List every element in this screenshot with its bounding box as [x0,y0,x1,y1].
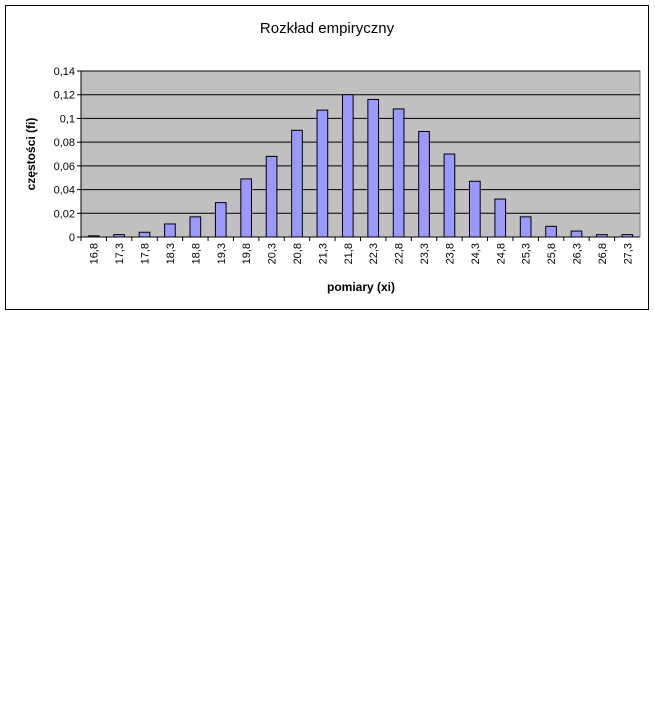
x-tick-label: 26,3 [571,243,583,264]
x-tick-label: 16,8 [89,243,101,264]
chart-svg: Rozkład empiryczny 00,020,040,060,080,10… [24,20,641,294]
bar-26,3 [570,230,583,238]
x-tick-label: 18,8 [190,243,202,264]
chart-title: Rozkład empiryczny [260,20,395,37]
x-tick-label: 20,3 [267,243,279,264]
bar-21,8 [341,94,354,238]
bar-18,3 [164,223,176,238]
y-tick-label: 0,04 [54,185,75,197]
y-tick-label: 0,12 [54,90,75,102]
x-tick-label: 21,8 [343,243,355,264]
x-tick-label: 24,3 [470,243,482,264]
x-tick-label: 19,8 [241,243,253,264]
plot-area [80,70,641,238]
bar-23,8 [443,153,456,238]
bar-20,8 [291,129,303,238]
x-tick-label: 22,8 [394,243,406,264]
x-tick-label: 18,3 [165,243,177,264]
bar-23,3 [418,130,430,238]
x-tick-label: 23,3 [419,243,431,264]
x-tick-label: 17,3 [114,243,126,264]
x-tick-label: 17,8 [140,243,152,264]
y-tick-label: 0,06 [54,161,75,173]
bar-22,8 [392,108,405,238]
bar-21,3 [316,109,329,238]
y-tick-label: 0,08 [54,137,75,149]
bar-25,3 [519,216,532,238]
bar-18,8 [189,216,202,238]
y-tick-label: 0,1 [60,113,75,125]
x-tick-label: 24,8 [495,243,507,264]
x-tick-label: 26,8 [597,243,609,264]
x-axis-title: pomiary (xi) [327,280,395,294]
x-tick-label: 25,8 [546,243,558,264]
bar-24,8 [494,198,507,238]
x-tick-label: 25,3 [521,243,533,264]
bar-17,8 [138,231,151,238]
y-tick-label: 0 [69,232,75,244]
x-tick-label: 21,3 [317,243,329,264]
chart-frame: Rozkład empiryczny 0 0,02 0,04 0,06 0,08 0,1 0… [5,5,649,310]
bar-20,3 [265,155,278,238]
y-axis-title: częstości (fi) [24,118,38,191]
bars [87,94,634,238]
gridlines [81,70,640,214]
x-tick-label: 23,8 [444,243,456,264]
x-tick-label: 19,3 [216,243,228,264]
y-tick-label: 0,02 [54,208,75,220]
x-tick-label: 22,3 [368,243,380,264]
x-tick-label: 20,8 [292,243,304,264]
y-tick-labels: 0 0,02 0,04 0,06 0,08 0,1 0,12 0,14 [54,66,81,244]
y-tick-label: 0,14 [54,66,75,78]
x-tick-labels: 16,8 17,3 17,8 18,3 18,8 19,3 19,8 20,3 20,8 21,3… [80,237,634,264]
x-tick-label: 27,3 [622,243,634,264]
bar-19,3 [214,202,227,238]
bar-25,8 [545,225,557,238]
bar-24,3 [469,180,481,238]
bar-19,8 [240,178,252,238]
bar-22,3 [367,98,380,238]
